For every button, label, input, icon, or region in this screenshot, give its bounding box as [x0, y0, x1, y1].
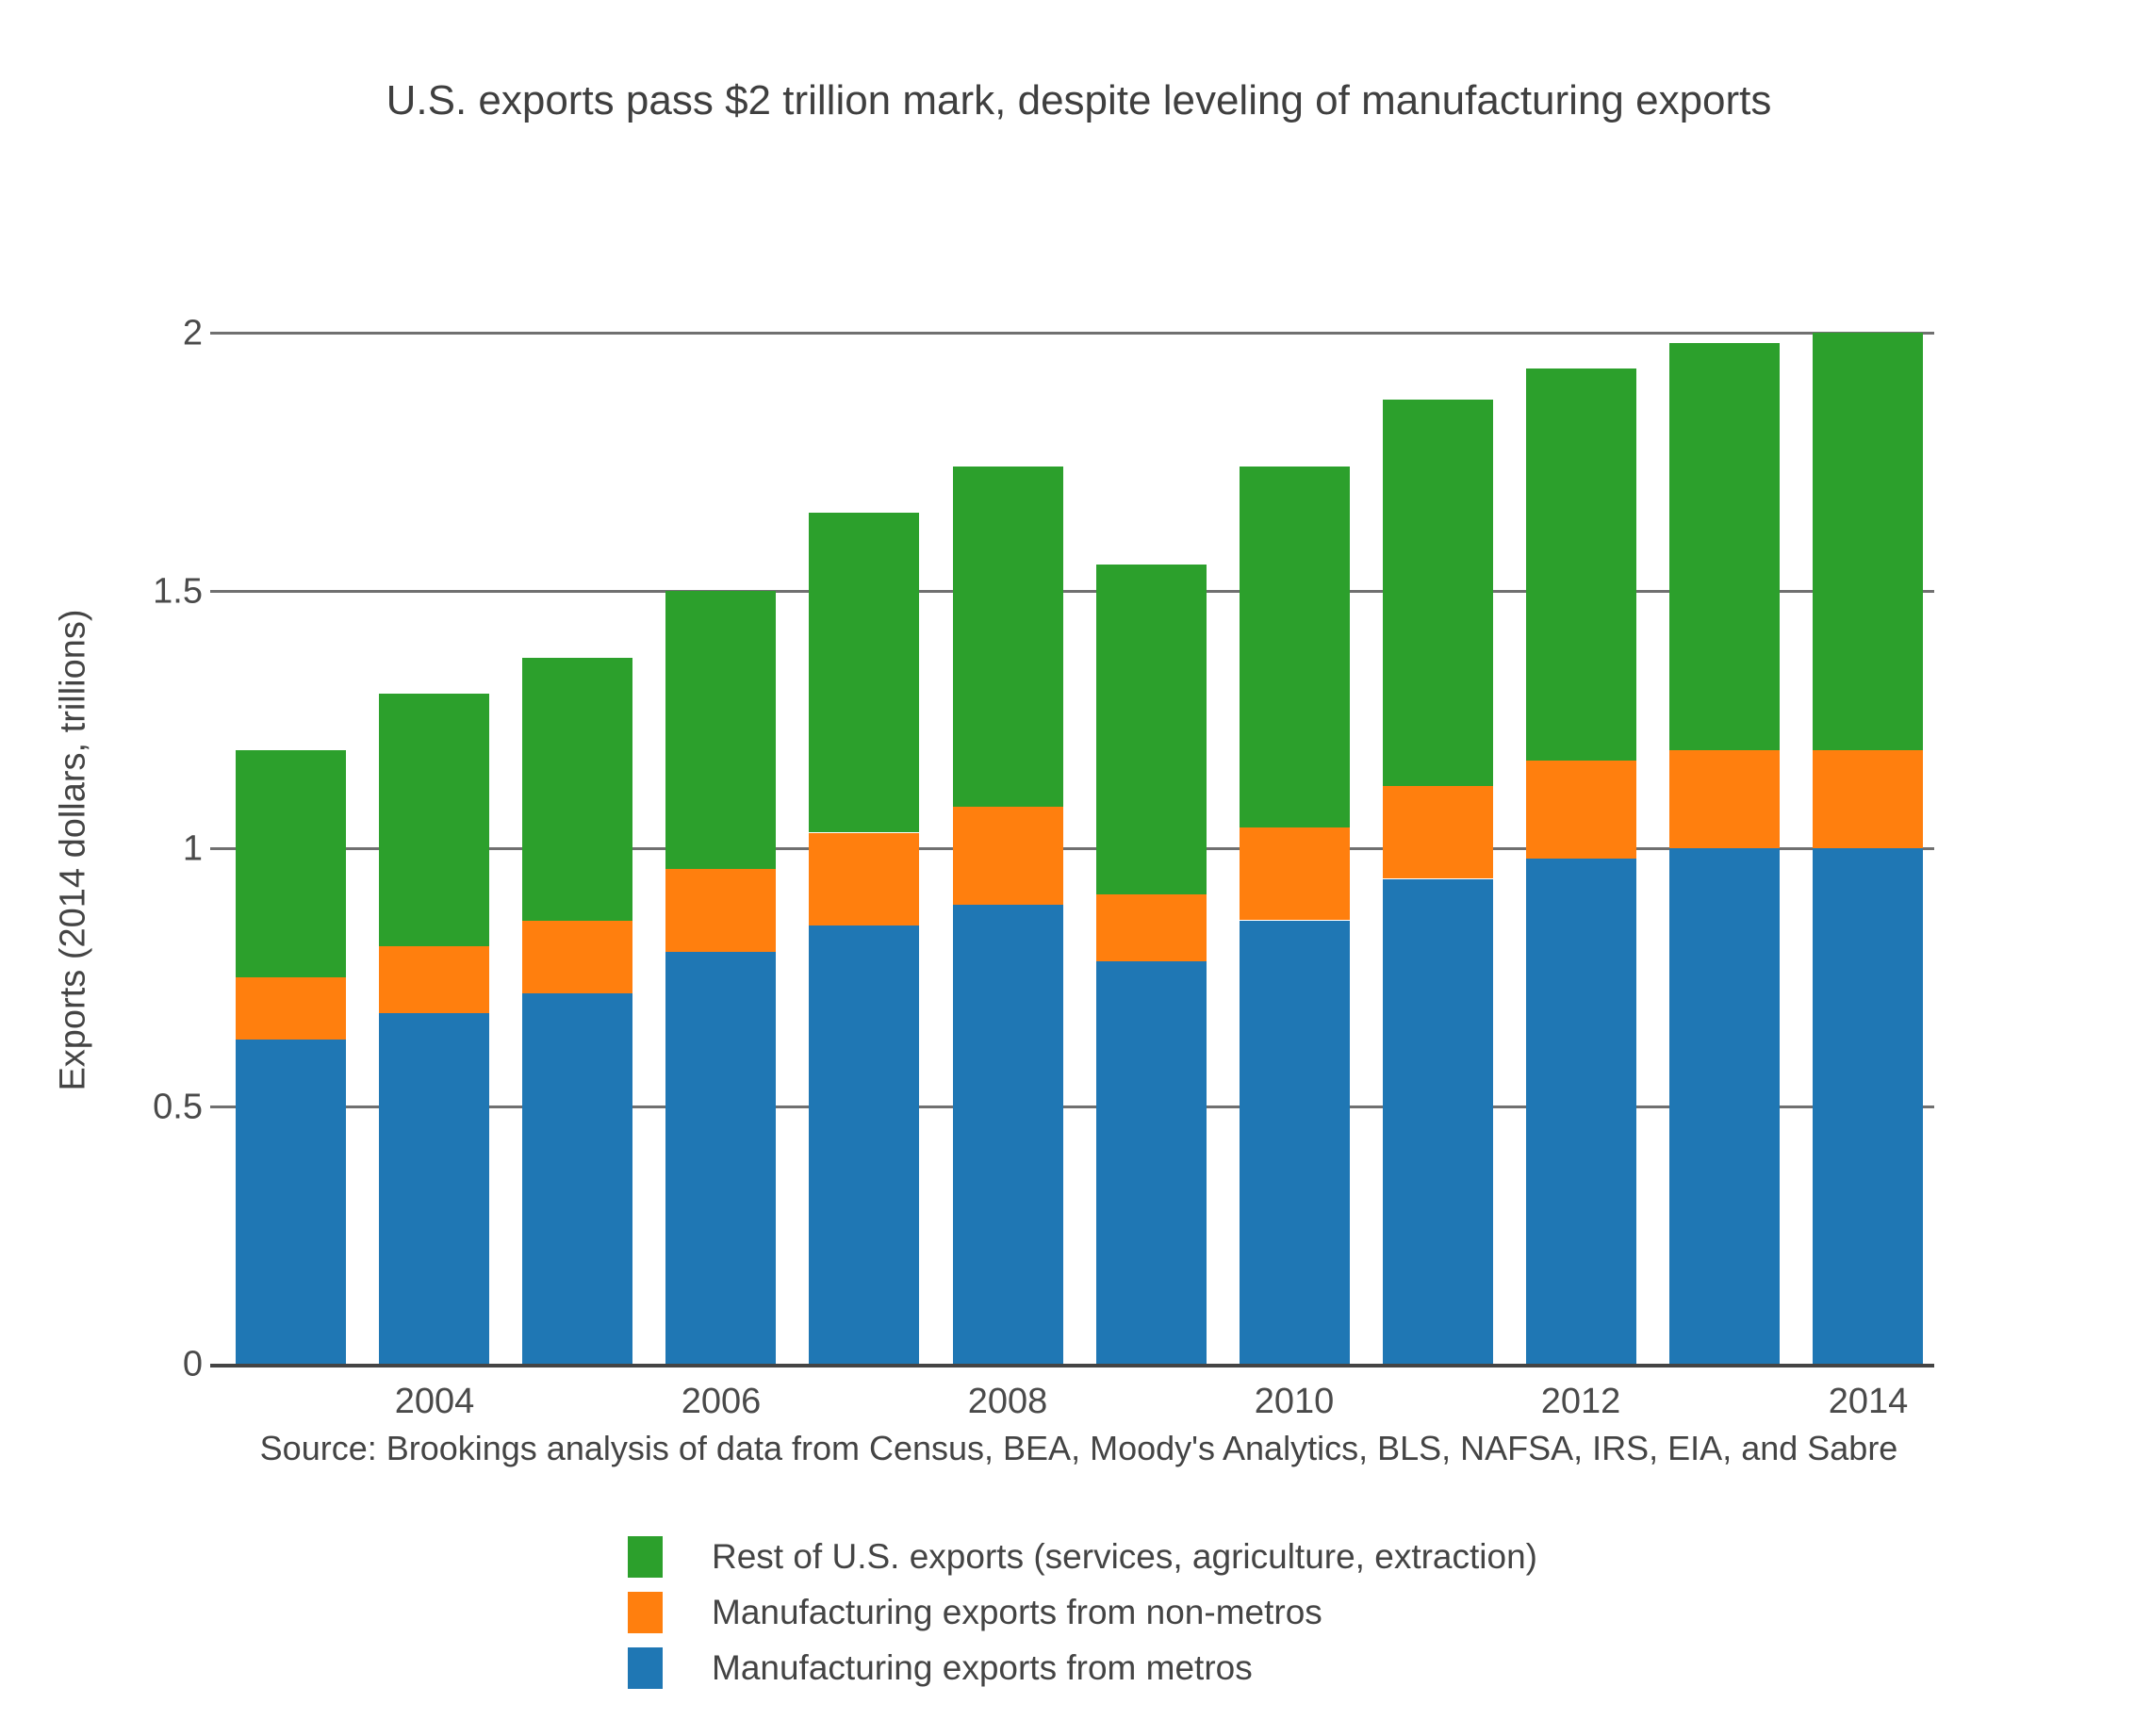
- bar-segment-2013-nonmetros: [1669, 750, 1780, 848]
- x-tick-label-2012: 2012: [1540, 1382, 1621, 1421]
- legend-item-nonmetros: Manufacturing exports from non-metros: [628, 1590, 1322, 1635]
- bar-segment-2012-nonmetros: [1526, 761, 1636, 859]
- y-gridline-0.5: [210, 1105, 1934, 1108]
- bar-segment-2003-rest: [236, 750, 346, 977]
- bar-segment-2004-metros: [379, 1013, 489, 1364]
- bar-segment-2004-nonmetros: [379, 946, 489, 1013]
- x-tick-label-2010: 2010: [1254, 1382, 1335, 1421]
- source-note: Source: Brookings analysis of data from …: [259, 1429, 1898, 1467]
- legend-item-metros: Manufacturing exports from metros: [628, 1646, 1253, 1691]
- y-gridline-1.5: [210, 589, 1934, 593]
- bar-segment-2008-rest: [953, 467, 1063, 807]
- bar-segment-2006-rest: [665, 591, 776, 869]
- x-axis-line: [210, 1364, 1934, 1368]
- bar-segment-2014-nonmetros: [1813, 750, 1923, 848]
- bar-segment-2006-metros: [665, 951, 776, 1364]
- bar-segment-2009-rest: [1096, 565, 1207, 894]
- bar-segment-2005-nonmetros: [522, 921, 632, 993]
- x-tick-label-2008: 2008: [967, 1382, 1048, 1421]
- bar-segment-2009-metros: [1096, 961, 1207, 1364]
- bar-segment-2005-metros: [522, 992, 632, 1364]
- x-tick-label-2006: 2006: [681, 1382, 762, 1421]
- bar-segment-2006-nonmetros: [665, 869, 776, 952]
- bar-segment-2011-rest: [1383, 400, 1493, 786]
- bar-segment-2014-metros: [1813, 848, 1923, 1364]
- bar-segment-2013-rest: [1669, 343, 1780, 750]
- bar-segment-2007-metros: [809, 925, 919, 1364]
- y-gridline-2: [210, 332, 1934, 335]
- bar-segment-2010-rest: [1240, 467, 1350, 827]
- bar-segment-2008-metros: [953, 905, 1063, 1364]
- legend-label: Manufacturing exports from non-metros: [712, 1593, 1322, 1631]
- bar-segment-2004-rest: [379, 694, 489, 946]
- bar-segment-2007-nonmetros: [809, 833, 919, 925]
- y-tick-label-0: 0: [182, 1344, 203, 1384]
- legend-swatch-blue: [628, 1647, 663, 1689]
- bar-segment-2013-metros: [1669, 848, 1780, 1364]
- legend-item-rest: Rest of U.S. exports (services, agricult…: [628, 1534, 1537, 1580]
- bar-segment-2012-rest: [1526, 368, 1636, 761]
- legend-label: Rest of U.S. exports (services, agricult…: [712, 1537, 1537, 1576]
- bar-segment-2011-nonmetros: [1383, 786, 1493, 878]
- bar-segment-2014-rest: [1813, 333, 1923, 750]
- y-gridline-1: [210, 847, 1934, 850]
- y-tick-label-1: 1: [182, 828, 203, 869]
- legend-swatch-orange: [628, 1592, 663, 1633]
- y-tick-label-1.5: 1.5: [153, 571, 203, 611]
- x-tick-label-2014: 2014: [1828, 1382, 1909, 1421]
- x-tick-label-2004: 2004: [394, 1382, 475, 1421]
- bar-segment-2009-nonmetros: [1096, 894, 1207, 961]
- chart-title: U.S. exports pass $2 trillion mark, desp…: [386, 77, 1772, 123]
- bar-segment-2003-nonmetros: [236, 977, 346, 1040]
- bar-segment-2010-metros: [1240, 921, 1350, 1364]
- bar-segment-2012-metros: [1526, 859, 1636, 1364]
- bar-segment-2010-nonmetros: [1240, 827, 1350, 920]
- bar-segment-2011-metros: [1383, 879, 1493, 1364]
- bar-segment-2003-metros: [236, 1039, 346, 1364]
- legend-swatch-green: [628, 1536, 663, 1578]
- bar-segment-2008-nonmetros: [953, 807, 1063, 905]
- legend-label: Manufacturing exports from metros: [712, 1648, 1253, 1687]
- y-tick-label-2: 2: [182, 313, 203, 353]
- bar-segment-2005-rest: [522, 658, 632, 921]
- y-tick-label-0.5: 0.5: [153, 1087, 203, 1126]
- bar-segment-2007-rest: [809, 513, 919, 832]
